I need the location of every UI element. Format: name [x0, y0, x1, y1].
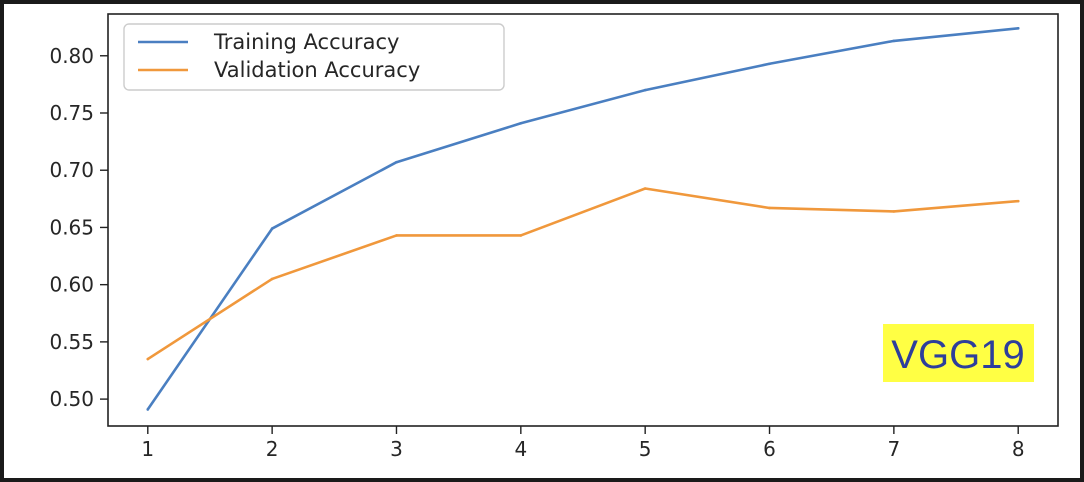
data-point: [519, 234, 523, 237]
data-point: [768, 62, 771, 66]
series-line-training: [146, 27, 1020, 411]
x-tick-label: 6: [763, 437, 776, 461]
data-point: [892, 210, 896, 213]
data-point: [643, 187, 647, 190]
x-tick-label: 4: [514, 437, 527, 461]
data-point: [395, 160, 398, 164]
x-tick-label: 7: [887, 437, 900, 461]
data-point: [395, 234, 398, 237]
x-tick-label: 1: [141, 437, 154, 461]
x-tick-label: 5: [639, 437, 652, 461]
annotation-text: VGG19: [891, 333, 1024, 377]
accuracy-line-chart: 1 2 3 4 5 6 7 8 0.50 0.55 0.60 0.65 0.70 0.75 0.80 Tra…: [49, 13, 1059, 461]
legend-label-training: Training Accuracy: [213, 30, 399, 54]
x-tick-label: 8: [1012, 437, 1025, 461]
y-tick-label: 0.75: [49, 101, 94, 125]
plot-area-border: [107, 13, 1059, 427]
x-tick-label: 3: [390, 437, 403, 461]
data-point: [768, 206, 771, 210]
data-point: [1016, 199, 1020, 203]
y-tick-label: 0.50: [49, 387, 94, 411]
y-tick-label: 0.65: [49, 215, 94, 239]
ticks-layer: 1 2 3 4 5 6 7 8 0.50 0.55 0.60 0.65 0.70 0.75 0.80: [49, 44, 1024, 461]
data-point: [270, 277, 274, 281]
y-tick-label: 0.70: [49, 158, 94, 182]
data-point: [270, 227, 274, 230]
data-point: [892, 39, 896, 43]
legend: Training Accuracy Validation Accuracy: [123, 23, 505, 91]
y-tick-label: 0.80: [49, 44, 94, 68]
y-tick-label: 0.55: [49, 330, 94, 354]
data-point: [1016, 27, 1020, 30]
data-point: [146, 408, 150, 411]
x-tick-label: 2: [266, 437, 279, 461]
data-point: [146, 357, 150, 361]
vgg19-annotation: VGG19: [883, 324, 1034, 382]
series-layer: [146, 27, 1020, 411]
data-point: [643, 88, 647, 92]
legend-label-validation: Validation Accuracy: [214, 58, 420, 82]
annotation-highlight: [883, 324, 1034, 382]
series-line-validation: [146, 187, 1020, 361]
legend-box: [123, 23, 505, 91]
data-point: [519, 121, 523, 125]
chart-frame: 1 2 3 4 5 6 7 8 0.50 0.55 0.60 0.65 0.70 0.75 0.80 Tra…: [4, 4, 1080, 478]
y-tick-label: 0.60: [49, 273, 94, 297]
